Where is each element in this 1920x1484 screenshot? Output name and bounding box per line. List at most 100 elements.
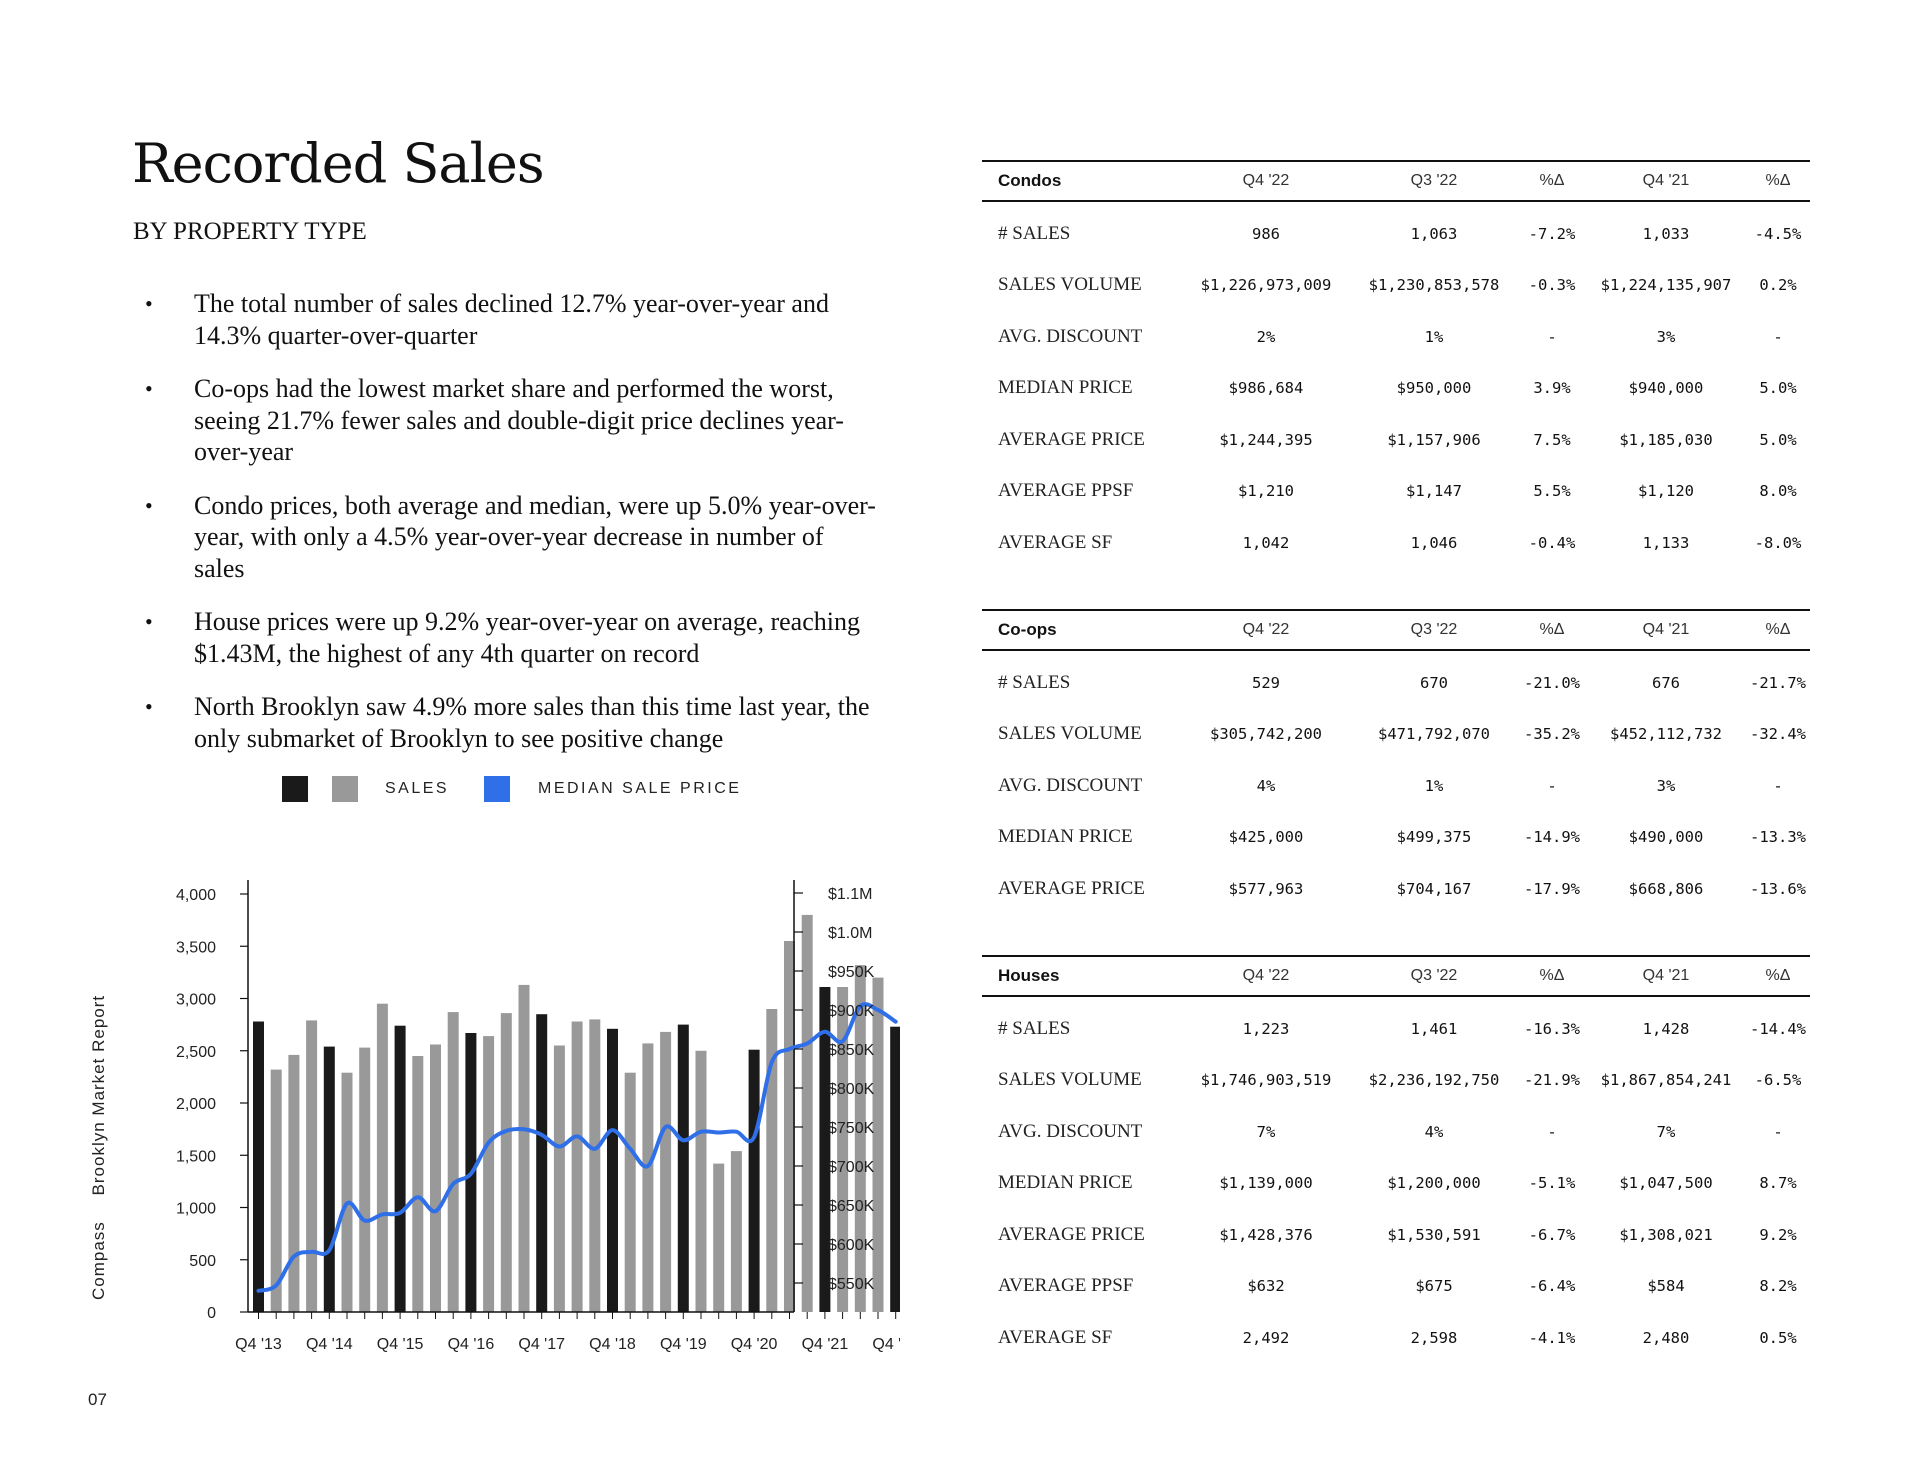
table-cell: 8.2% [1759, 1277, 1797, 1296]
sales-bar [677, 1024, 689, 1312]
table-cell: 1,223 [1242, 1019, 1290, 1038]
table-section-title: Condos [982, 160, 1182, 202]
table-cell: $425,000 [1228, 828, 1304, 847]
table-cell: -6.5% [1754, 1071, 1802, 1090]
table-row: AVERAGE PRICE $1,428,376 $1,530,591 -6.7% $1… [982, 1209, 1810, 1261]
table-cell: 1,042 [1242, 533, 1290, 552]
right-tick-label: $950K [828, 964, 875, 981]
sales-bar [713, 1163, 725, 1312]
table-row: AVERAGE PRICE $577,963 $704,167 -17.9% $668,… [982, 863, 1810, 915]
column-header: Q4 '22 [1182, 160, 1350, 202]
table-row: AVERAGE PPSF $1,210 $1,147 5.5% $1,120 8.0% [982, 466, 1810, 518]
table-cell: 1,033 [1642, 224, 1690, 243]
highlight-item: House prices were up 9.2% year-over-year… [140, 606, 880, 669]
table-cell: $305,742,200 [1210, 725, 1322, 744]
table-cell: -6.4% [1528, 1277, 1576, 1296]
metric-label: AVERAGE PPSF [998, 480, 1134, 502]
table-row: AVG. DISCOUNT 7% 4% - 7% - [982, 1106, 1810, 1158]
sales-bar [341, 1072, 353, 1312]
table-cell: $1,147 [1406, 482, 1462, 501]
table-cell: -0.4% [1528, 533, 1576, 552]
metric-label: AVG. DISCOUNT [998, 1120, 1143, 1142]
table-cell: 1,461 [1410, 1019, 1458, 1038]
table-cell: 670 [1420, 673, 1448, 692]
left-tick-label: 4,000 [176, 887, 216, 904]
x-tick-label: Q4 '21 [802, 1336, 849, 1353]
table-cell: $950,000 [1396, 379, 1472, 398]
table-row: MEDIAN PRICE $1,139,000 $1,200,000 -5.1% $1,… [982, 1158, 1810, 1210]
table-cell: - [1547, 776, 1557, 795]
table-row: AVG. DISCOUNT 4% 1% - 3% - [982, 760, 1810, 812]
page-number: 07 [88, 1390, 107, 1409]
sales-bar [253, 1021, 264, 1312]
highlight-item: Condo prices, both average and median, w… [140, 490, 880, 585]
table-cell: $499,375 [1396, 828, 1472, 847]
table-cell: $584 [1647, 1277, 1685, 1296]
table-cell: 0.5% [1759, 1328, 1797, 1347]
column-header: Q3 '22 [1350, 160, 1518, 202]
metric-label: MEDIAN PRICE [998, 377, 1133, 399]
column-header: Q4 '21 [1586, 160, 1746, 202]
table-row: SALES VOLUME $305,742,200 $471,792,070 -35.… [982, 709, 1810, 761]
table-cell: $668,806 [1628, 879, 1704, 898]
sales-bar [518, 984, 530, 1312]
brand-name: Compass [89, 1221, 108, 1300]
sales-bar [376, 1003, 388, 1312]
table-cell: -21.0% [1524, 673, 1580, 692]
table-row: MEDIAN PRICE $425,000 $499,375 -14.9% $490,0… [982, 812, 1810, 864]
table-cell: $490,000 [1628, 828, 1704, 847]
sales-bar [500, 1013, 512, 1312]
table-cell: - [1547, 1122, 1557, 1141]
table-cell: 1,063 [1410, 224, 1458, 243]
left-tick-label: 500 [189, 1253, 216, 1270]
report-name: Brooklyn Market Report [89, 994, 108, 1196]
legend-label-sales: SALES [385, 780, 450, 797]
sales-bar [784, 941, 795, 1312]
right-tick-label: $800K [828, 1081, 875, 1098]
right-tick-label: $1.1M [828, 886, 872, 903]
sales-bar [359, 1047, 371, 1312]
x-tick-label: Q4 '17 [518, 1336, 565, 1353]
sales-bar [483, 1036, 495, 1312]
sales-price-chart: 0 500 1,000 1,500 2,000 2,500 3,000 3,500 4,000 $… [176, 880, 900, 1353]
table-cell: 676 [1652, 673, 1680, 692]
table-cell: 2% [1256, 327, 1276, 346]
sales-bar [412, 1056, 424, 1312]
table-cell: -35.2% [1524, 725, 1580, 744]
sales-bar [323, 1046, 335, 1312]
column-header: %Δ [1746, 955, 1810, 997]
table-cell: 1% [1424, 327, 1444, 346]
metric-label: SALES VOLUME [998, 1069, 1142, 1091]
sales-bar [624, 1072, 636, 1312]
table-cell: 2,492 [1242, 1328, 1290, 1347]
table-cell: 1% [1424, 776, 1444, 795]
table-cell: $986,684 [1228, 379, 1304, 398]
right-tick-label: $650K [828, 1198, 875, 1215]
sales-bar [306, 1020, 318, 1312]
table-cell: $1,157,906 [1387, 430, 1481, 449]
legend-swatch-sales-dark [282, 776, 308, 802]
table-cell: 3% [1656, 776, 1676, 795]
highlight-item: The total number of sales declined 12.7%… [140, 288, 880, 351]
table-cell: -21.9% [1524, 1071, 1580, 1090]
sales-bar [536, 1014, 548, 1312]
column-header: Q3 '22 [1350, 609, 1518, 651]
table-cell: 1,046 [1410, 533, 1458, 552]
table-cell: -5.1% [1528, 1174, 1576, 1193]
table-cell: $704,167 [1396, 879, 1472, 898]
table-cell: 3% [1656, 327, 1676, 346]
right-tick-label: $850K [828, 1042, 875, 1059]
x-tick-label: Q4 '22 [872, 1336, 900, 1353]
table-cell: 7% [1656, 1122, 1676, 1141]
metric-label: AVERAGE PRICE [998, 1223, 1145, 1245]
metric-label: # SALES [998, 671, 1071, 693]
table-cell: -6.7% [1528, 1225, 1576, 1244]
table-cell: -0.3% [1528, 276, 1576, 295]
metric-label: AVERAGE PRICE [998, 877, 1145, 899]
table-cell: $452,112,732 [1610, 725, 1722, 744]
column-header: Q4 '21 [1586, 955, 1746, 997]
table-cell: 9.2% [1759, 1225, 1797, 1244]
right-tick-label: $750K [828, 1120, 875, 1137]
table-cell: $675 [1415, 1277, 1453, 1296]
table-cell: - [1773, 327, 1783, 346]
